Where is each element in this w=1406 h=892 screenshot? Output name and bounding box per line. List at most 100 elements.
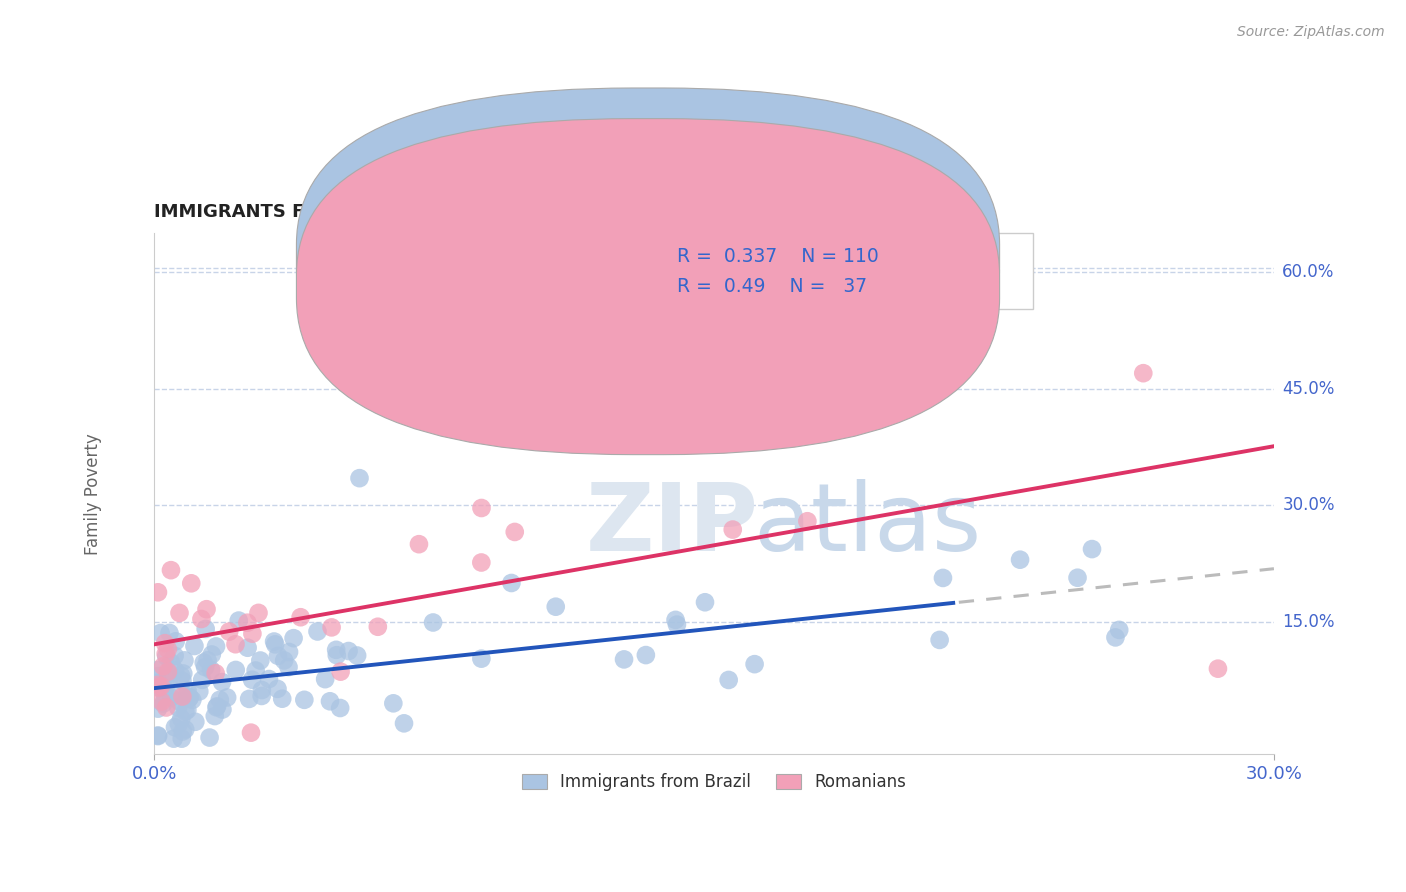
Point	[172, 673, 194, 688]
Point	[176, 683, 198, 698]
Point	[1010, 552, 1032, 566]
Point	[146, 701, 169, 715]
Point	[155, 700, 177, 714]
Point	[165, 634, 187, 648]
Point	[349, 471, 371, 485]
Point	[382, 696, 405, 710]
Point	[267, 648, 290, 663]
Point	[314, 672, 336, 686]
Point	[307, 624, 329, 639]
Point	[225, 663, 247, 677]
FancyBboxPatch shape	[297, 88, 1000, 424]
Point	[218, 624, 240, 639]
Point	[176, 690, 198, 704]
Point	[165, 664, 187, 678]
Point	[191, 673, 214, 687]
Point	[263, 634, 285, 648]
Point	[205, 700, 228, 714]
Point	[1206, 662, 1229, 676]
Point	[150, 679, 173, 693]
Point	[264, 637, 287, 651]
Point	[503, 524, 526, 539]
Point	[242, 626, 264, 640]
Point	[152, 659, 174, 673]
Point	[693, 595, 716, 609]
Point	[346, 648, 368, 663]
Point	[292, 693, 315, 707]
Point	[283, 631, 305, 645]
Point	[159, 656, 181, 670]
Text: 60.0%: 60.0%	[1282, 263, 1334, 281]
Point	[228, 614, 250, 628]
Point	[224, 637, 246, 651]
Point	[250, 683, 273, 698]
Text: ZIP: ZIP	[585, 479, 758, 571]
Point	[326, 648, 349, 663]
Text: atlas: atlas	[754, 479, 981, 571]
Point	[392, 716, 415, 731]
Point	[257, 672, 280, 686]
Point	[329, 701, 352, 715]
Point	[277, 660, 299, 674]
Point	[153, 689, 176, 703]
Point	[170, 669, 193, 683]
Point	[167, 694, 190, 708]
Point	[170, 731, 193, 746]
Point	[250, 689, 273, 703]
Point	[193, 656, 215, 670]
Point	[157, 667, 180, 681]
Point	[172, 724, 194, 739]
Point	[188, 684, 211, 698]
Point	[236, 640, 259, 655]
Point	[146, 675, 169, 690]
Point	[665, 617, 688, 632]
Point	[319, 694, 342, 708]
Point	[148, 681, 170, 695]
Point	[177, 691, 200, 706]
Point	[470, 651, 492, 665]
Point	[150, 694, 173, 708]
Text: 45.0%: 45.0%	[1282, 380, 1334, 398]
Point	[163, 731, 186, 746]
Point	[634, 648, 657, 662]
Point	[544, 599, 567, 614]
Point	[211, 702, 233, 716]
Point	[278, 645, 301, 659]
Point	[173, 653, 195, 667]
Point	[170, 712, 193, 726]
Point	[155, 649, 177, 664]
Point	[156, 665, 179, 679]
Point	[501, 576, 523, 591]
Point	[163, 720, 186, 734]
Text: Family Poverty: Family Poverty	[83, 433, 101, 555]
Point	[1104, 631, 1126, 645]
Point	[194, 660, 217, 674]
Point	[367, 620, 389, 634]
Point	[201, 648, 224, 662]
Point	[146, 678, 169, 692]
Point	[273, 653, 295, 667]
Point	[271, 691, 294, 706]
Point	[217, 690, 239, 705]
Point	[184, 714, 207, 729]
Point	[153, 682, 176, 697]
Point	[148, 680, 170, 694]
Point	[146, 585, 169, 599]
Point	[266, 681, 288, 696]
Point	[167, 687, 190, 701]
Point	[240, 673, 263, 687]
Point	[236, 615, 259, 630]
Point	[240, 725, 263, 739]
Point	[155, 679, 177, 693]
Point	[167, 700, 190, 714]
Point	[470, 501, 492, 516]
Point	[408, 537, 430, 551]
Point	[1081, 542, 1104, 557]
Point	[208, 693, 231, 707]
Point	[160, 690, 183, 705]
Point	[167, 717, 190, 731]
Point	[160, 563, 183, 577]
Text: 30.0%: 30.0%	[1282, 496, 1334, 515]
Point	[149, 626, 172, 640]
Point	[176, 703, 198, 717]
